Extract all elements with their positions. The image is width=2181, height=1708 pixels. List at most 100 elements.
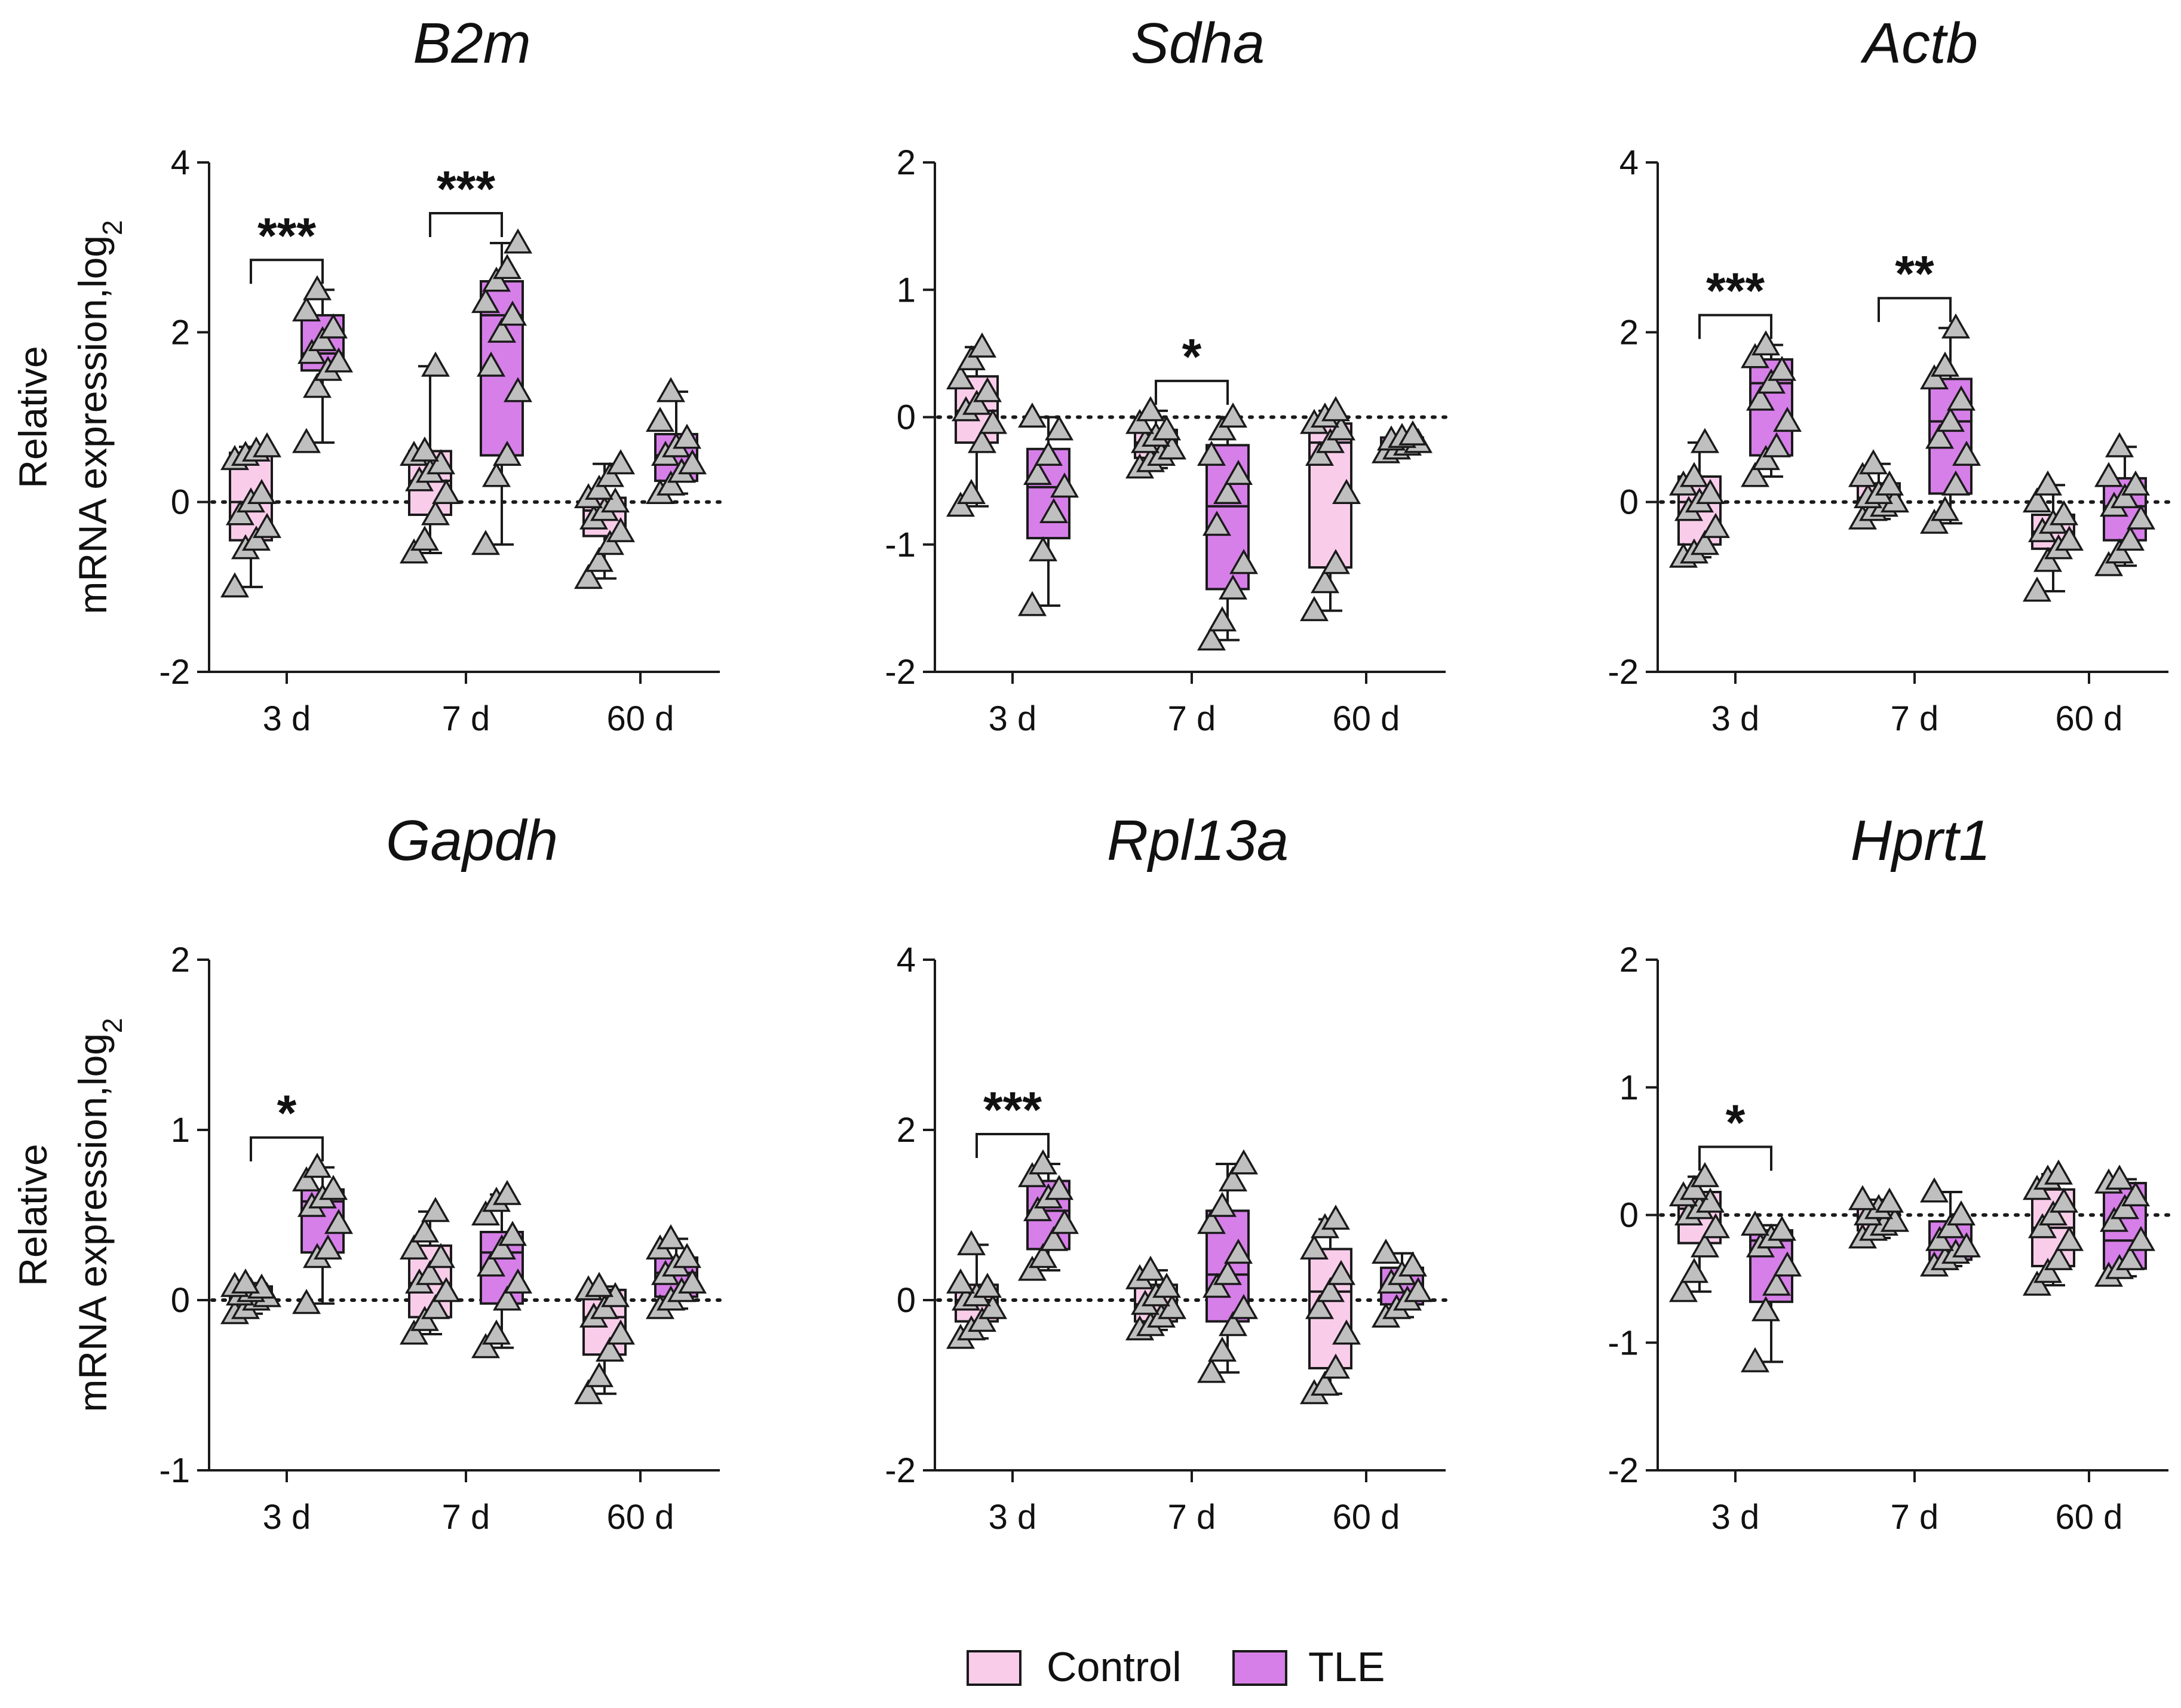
data-point — [252, 432, 282, 457]
data-point — [481, 462, 511, 487]
box-group-tle — [292, 275, 354, 453]
data-point — [645, 407, 675, 432]
y-axis-label-subscript: 2 — [97, 1018, 128, 1033]
x-tick-label: 7 d — [1168, 1498, 1216, 1537]
data-point — [1946, 385, 1976, 411]
data-point — [1919, 1177, 1949, 1203]
data-point — [946, 364, 976, 390]
data-point — [2115, 1245, 2145, 1270]
y-tick-label: 0 — [897, 1281, 916, 1320]
data-point — [2099, 1206, 2129, 1232]
significance-bracket — [429, 212, 503, 238]
data-point — [1321, 396, 1351, 422]
data-point — [399, 1319, 429, 1345]
data-point — [292, 1166, 321, 1191]
data-point — [231, 1268, 260, 1294]
y-tick-label: 0 — [171, 483, 190, 522]
data-point — [1152, 1273, 1182, 1298]
data-point — [1207, 1336, 1237, 1362]
data-point — [1701, 512, 1731, 538]
data-point — [1772, 1251, 1802, 1277]
data-point — [426, 449, 456, 475]
significance-bracket — [1698, 1145, 1772, 1171]
legend-label-control: Control — [1047, 1644, 1182, 1690]
data-point — [247, 478, 277, 504]
panel-sdha: Sdha 2 1 0 -1 -2 3 d 7 d 60 d * — [885, 11, 1447, 738]
data-point — [1229, 549, 1259, 575]
data-point — [1315, 1277, 1345, 1302]
box-group-tle — [1919, 313, 1981, 534]
significance-label: * — [1726, 1094, 1746, 1150]
x-tick-label: 60 d — [2056, 699, 2123, 738]
data-point — [252, 512, 282, 538]
data-point — [1218, 1166, 1248, 1191]
data-point — [2054, 1225, 2084, 1251]
panel-title: Sdha — [1131, 11, 1265, 75]
data-point — [1880, 1206, 1910, 1232]
x-tick-label: 7 d — [1168, 699, 1216, 738]
data-point — [1701, 1213, 1731, 1239]
data-point — [421, 1294, 450, 1319]
data-point — [1197, 1209, 1226, 1234]
data-point — [2022, 576, 2052, 602]
significance-label: *** — [437, 161, 495, 217]
data-point — [1157, 1294, 1187, 1319]
y-tick-label: 0 — [171, 1281, 190, 1320]
data-point — [1017, 591, 1047, 616]
data-point — [1207, 606, 1237, 632]
data-point — [292, 428, 321, 453]
data-point — [1039, 1225, 1069, 1251]
data-point — [1213, 1260, 1243, 1285]
x-tick-label: 7 d — [1891, 699, 1939, 738]
box-group-tle — [1197, 1149, 1259, 1383]
y-tick-label: 2 — [897, 143, 916, 182]
data-point — [1679, 462, 1709, 487]
data-point — [584, 474, 614, 500]
y-axis-label-line1: Relative — [11, 1144, 55, 1286]
data-point — [584, 546, 614, 572]
data-point — [600, 487, 630, 513]
x-tick-label: 3 d — [1711, 1498, 1760, 1537]
panel-title: B2m — [413, 11, 530, 75]
data-point — [498, 1221, 527, 1246]
data-point — [1767, 355, 1797, 381]
data-point — [946, 491, 976, 517]
data-point — [1229, 1294, 1259, 1319]
y-tick-label: -2 — [159, 653, 190, 692]
box-group-tle — [1371, 1239, 1433, 1328]
x-tick-label: 3 d — [989, 699, 1037, 738]
box-group-control — [220, 1268, 282, 1325]
data-point — [503, 377, 533, 403]
data-point — [1039, 497, 1069, 523]
data-point — [471, 530, 501, 555]
significance-label: ** — [1895, 245, 1934, 302]
data-point — [324, 347, 354, 373]
data-point — [1772, 407, 1802, 432]
box-group-control — [1299, 1205, 1361, 1405]
data-point — [1751, 445, 1781, 471]
data-point — [573, 1379, 603, 1405]
data-point — [1299, 596, 1329, 622]
data-point — [967, 332, 997, 358]
data-point — [1875, 470, 1904, 496]
y-tick-label: 4 — [171, 143, 190, 182]
data-point — [2049, 1187, 2079, 1213]
panel-title: Gapdh — [386, 809, 558, 873]
box-group-control — [1848, 449, 1910, 530]
data-point — [1371, 1239, 1401, 1264]
box-group-tle — [1017, 1149, 1079, 1281]
data-point — [2049, 500, 2079, 526]
data-point — [956, 1230, 986, 1255]
box-group-control — [1848, 1185, 1910, 1249]
data-point — [1332, 1319, 1361, 1345]
data-point — [324, 1209, 354, 1234]
data-point — [1044, 415, 1074, 441]
data-point — [481, 1319, 511, 1345]
x-tick-label: 60 d — [607, 699, 674, 738]
legend-swatch-tle — [1232, 1650, 1287, 1686]
data-point — [1197, 1357, 1226, 1383]
box-group-tle — [2094, 432, 2156, 576]
box-group-control — [399, 351, 461, 564]
data-point — [1695, 478, 1725, 504]
